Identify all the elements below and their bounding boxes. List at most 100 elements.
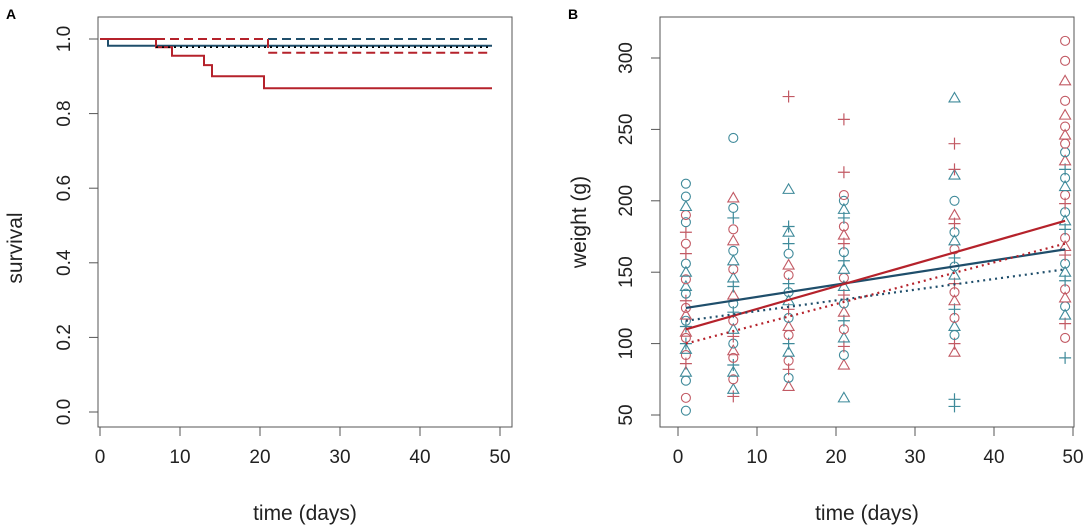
scatter-point-plus-red	[727, 330, 740, 343]
scatter-point-circle-blue	[680, 178, 691, 189]
scatter-point-circle-red	[728, 352, 739, 363]
scatter-point-plus-blue	[679, 320, 692, 333]
survival-line-red-dashed	[100, 38, 492, 54]
y-axis-title-b: weight (g)	[568, 176, 591, 269]
scatter-point-plus-red	[679, 247, 692, 260]
scatter-point-triangle-blue	[948, 268, 961, 280]
scatter-point-circle-red	[680, 392, 691, 403]
y-tick-label-b: 250	[616, 114, 637, 146]
x-axis-title-a: time (days)	[253, 502, 357, 525]
scatter-point-triangle-blue	[948, 319, 961, 332]
survival-line-red-solid	[100, 38, 492, 90]
scatter-point-plus-red	[837, 113, 850, 126]
scatter-point-plus-blue	[782, 220, 795, 233]
scatter-point-triangle-blue	[1058, 179, 1072, 192]
scatter-point-plus-red	[837, 340, 850, 353]
scatter-point-triangle-blue	[679, 199, 693, 212]
x-tick-label-b: 30	[904, 447, 925, 468]
scatter-point-circle-red	[1060, 35, 1071, 46]
y-tick-label-b: 150	[616, 256, 637, 288]
scatter-point-plus-red	[837, 237, 850, 250]
scatter-point-circle-red	[1060, 55, 1071, 66]
weight-panel: B 0 10 20 30 40 50 50 100 150 200 250 300 time (day…	[568, 6, 1084, 525]
x-tick-label-b: 10	[746, 447, 767, 468]
survival-panel: A 0 10 20 30 40 50 0.0 0.2 0.4 0.6 0.8 1.0 time (da…	[4, 6, 513, 525]
y-axis-title-a: survival	[4, 212, 27, 283]
y-tick-label-b: 50	[616, 404, 637, 425]
scatter-point-triangle-red	[782, 258, 796, 270]
x-tick-label-a: 10	[169, 447, 190, 468]
scatter-point-plus-red	[727, 390, 740, 403]
scatter-point-plus-blue	[1059, 274, 1072, 287]
scatter-point-triangle-red	[837, 228, 851, 240]
y-tick-label-b: 200	[616, 185, 637, 217]
scatter-point-triangle-blue	[1058, 308, 1072, 320]
scatter-point-plus-red	[782, 90, 795, 103]
scatter-point-triangle-blue	[837, 331, 851, 343]
scatter-point-triangle-blue	[948, 91, 961, 103]
x-tick-label-a: 20	[249, 447, 270, 468]
scatter-point-circle-red	[1060, 138, 1071, 149]
scatter-point-circle-blue	[680, 191, 691, 202]
scatter-point-triangle-red	[1058, 291, 1072, 303]
y-tick-label-a: 0.4	[54, 249, 75, 276]
regression-line-red-dotted-fit	[685, 242, 1066, 345]
y-tick-label-a: 1.0	[54, 26, 75, 52]
scatter-point-plus-red	[837, 166, 850, 179]
scatter-point-triangle-blue	[782, 225, 796, 237]
scatter-point-circle-blue	[680, 217, 691, 228]
scatter-point-circle-blue	[838, 195, 849, 206]
scatter-point-triangle-red	[726, 234, 740, 246]
scatter-point-circle-blue	[728, 202, 739, 213]
scatter-point-triangle-blue	[679, 365, 693, 377]
scatter-point-plus-red	[1059, 249, 1072, 262]
scatter-point-plus-red	[782, 303, 795, 316]
scatter-point-triangle-blue	[837, 262, 851, 274]
scatter-point-plus-red	[837, 289, 850, 302]
y-tick-label-b: 100	[616, 328, 637, 360]
regression-line-red-solid-fit	[685, 219, 1066, 331]
scatter-point-triangle-blue	[726, 382, 740, 394]
scatter-point-circle-blue	[680, 405, 691, 416]
x-axis-title-b: time (days)	[815, 502, 919, 525]
scatter-point-triangle-red	[782, 319, 796, 332]
scatter-point-plus-red	[679, 226, 692, 239]
x-tick-label-a: 40	[409, 447, 430, 468]
x-tick-label-b: 50	[1062, 447, 1083, 468]
scatter-point-triangle-red	[1058, 239, 1072, 252]
scatter-point-circle-red	[1060, 95, 1071, 106]
scatter-point-triangle-blue	[1058, 265, 1072, 277]
x-tick-label-a: 0	[95, 447, 106, 468]
y-tick-label-b: 300	[616, 42, 637, 74]
y-tick-label-a: 0.2	[54, 324, 75, 350]
scatter-point-triangle-red	[948, 345, 961, 357]
plot-frame-a	[97, 16, 513, 428]
scatter-point-triangle-red	[948, 294, 961, 306]
scatter-point-circle-blue	[783, 248, 794, 259]
scatter-point-triangle-red	[1058, 108, 1072, 120]
regression-line-blue-solid-fit	[685, 248, 1066, 309]
scatter-point-triangle-blue	[679, 342, 693, 354]
scatter-point-circle-red	[680, 349, 691, 361]
scatter-point-circle-blue	[728, 245, 739, 256]
scatter-point-circle-blue	[680, 375, 691, 386]
scatter-point-triangle-blue	[837, 391, 851, 403]
survival-line-blue-solid	[100, 38, 492, 47]
scatter-point-circle-red	[680, 332, 691, 343]
scatter-point-circle-blue	[949, 195, 960, 206]
scatter-point-triangle-red	[948, 208, 961, 220]
scatter-point-triangle-blue	[726, 254, 740, 266]
scatter-point-triangle-blue	[782, 182, 796, 194]
y-tick-label-a: 0.0	[54, 399, 75, 425]
scatter-point-triangle-blue	[782, 345, 796, 357]
scatter-point-triangle-blue	[679, 279, 693, 292]
scatter-point-plus-blue	[948, 303, 961, 316]
scatter-point-circle-red	[680, 274, 691, 285]
scatter-point-triangle-red	[782, 379, 796, 391]
scatter-point-triangle-blue	[726, 365, 740, 377]
panel-label-a: A	[6, 6, 16, 22]
scatter-point-circle-blue	[680, 288, 691, 299]
scatter-point-plus-blue	[727, 280, 740, 293]
scatter-point-plus-blue	[727, 211, 740, 224]
